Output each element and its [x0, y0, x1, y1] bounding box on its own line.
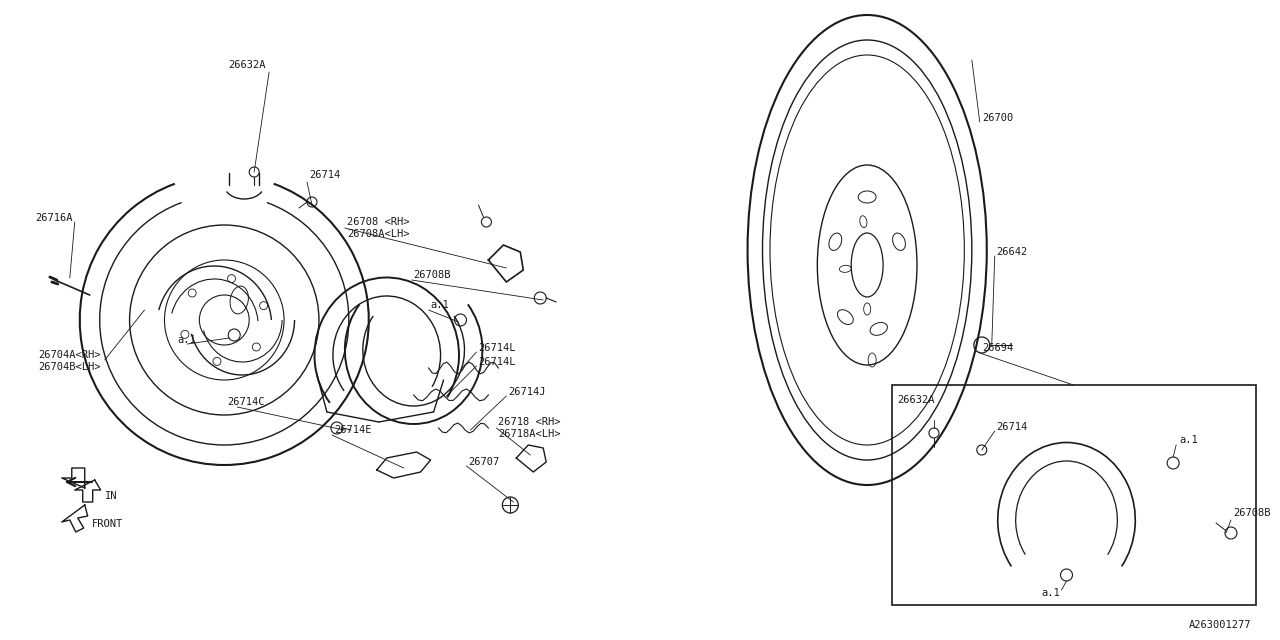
Text: A263001277: A263001277: [1188, 620, 1251, 630]
Text: a.1: a.1: [430, 300, 449, 310]
Text: a.1: a.1: [178, 335, 196, 345]
Text: 26707: 26707: [468, 457, 499, 467]
Text: 26632A: 26632A: [897, 395, 934, 405]
Text: 26708A<LH>: 26708A<LH>: [347, 229, 410, 239]
Text: IN: IN: [105, 491, 118, 501]
Text: 26714: 26714: [308, 170, 340, 180]
Text: 26708B: 26708B: [413, 270, 451, 280]
Text: 26714L: 26714L: [479, 343, 516, 353]
Text: 26718 <RH>: 26718 <RH>: [498, 417, 561, 427]
Text: 26714: 26714: [997, 422, 1028, 432]
Text: 26718A<LH>: 26718A<LH>: [498, 429, 561, 439]
Bar: [892, 385, 1256, 605]
Text: a.1: a.1: [1042, 588, 1060, 598]
Text: 26714L: 26714L: [479, 357, 516, 367]
Text: 26642: 26642: [997, 247, 1028, 257]
Text: 26714C: 26714C: [228, 397, 265, 407]
Text: 26632A: 26632A: [228, 60, 266, 70]
Text: 26708 <RH>: 26708 <RH>: [347, 217, 410, 227]
Text: a.1: a.1: [1179, 435, 1198, 445]
Text: 26716A: 26716A: [35, 213, 73, 223]
Text: 26704A<RH>: 26704A<RH>: [38, 350, 100, 360]
Text: 26708B: 26708B: [1233, 508, 1271, 518]
Text: 26704B<LH>: 26704B<LH>: [38, 362, 100, 372]
Text: 26694: 26694: [982, 343, 1012, 353]
Text: 26700: 26700: [982, 113, 1012, 123]
Text: 26714J: 26714J: [508, 387, 545, 397]
Text: FRONT: FRONT: [92, 519, 123, 529]
Text: 26714E: 26714E: [334, 425, 371, 435]
